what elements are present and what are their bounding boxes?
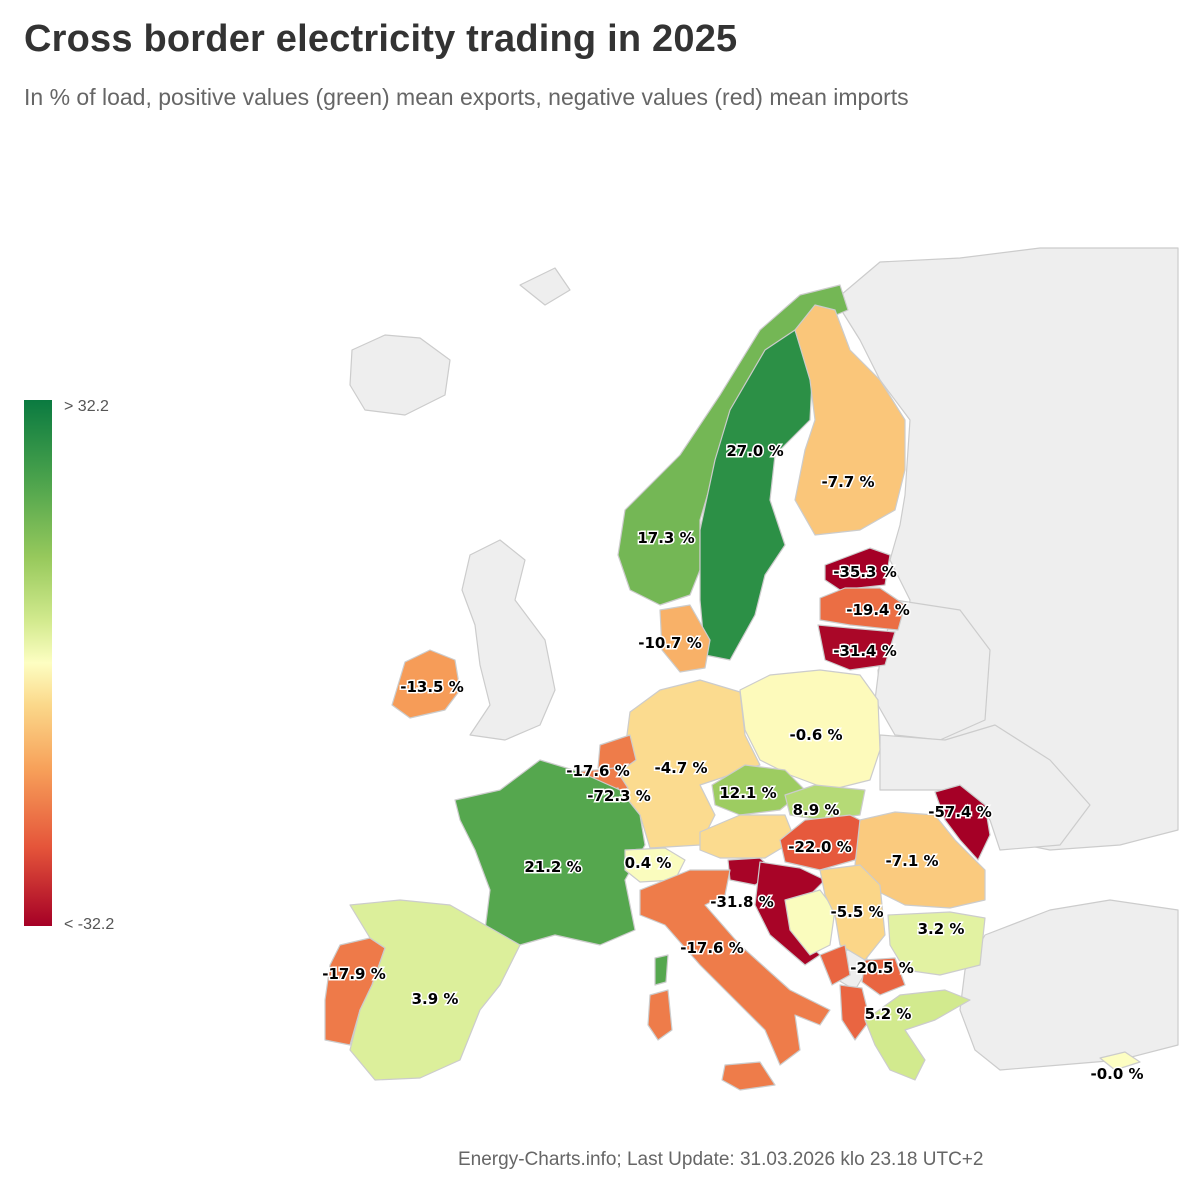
region-ukraine <box>879 724 1091 851</box>
label-slovenia: -31.8 % <box>710 893 774 911</box>
label-finland: -7.7 % <box>821 473 874 491</box>
label-bulgaria: 3.2 % <box>918 920 965 938</box>
source-footer: Energy-Charts.info; Last Update: 31.03.2… <box>458 1149 984 1170</box>
label-italy: -17.6 % <box>680 939 744 957</box>
region-turkey <box>959 899 1179 1071</box>
label-czechia: 12.1 % <box>719 784 776 802</box>
label-portugal: -17.9 % <box>322 965 386 983</box>
legend-max-label: > 32.2 <box>64 398 109 415</box>
label-serbia: -5.5 % <box>830 903 883 921</box>
label-luxembourg: -72.3 % <box>587 787 651 805</box>
label-lithuania: -31.4 % <box>833 642 897 660</box>
country-france <box>454 759 646 946</box>
label-slovakia: 8.9 % <box>793 801 840 819</box>
country-montenegro <box>819 944 851 986</box>
label-belgium: -17.6 % <box>566 762 630 780</box>
country-sweden <box>699 329 813 661</box>
country-netherlands <box>597 734 637 776</box>
label-germany: -4.7 % <box>654 759 707 777</box>
region-iceland <box>349 334 451 416</box>
legend-min-label: < -32.2 <box>64 916 115 933</box>
country-estonia <box>824 547 891 591</box>
page-subtitle: In % of load, positive values (green) me… <box>24 84 909 110</box>
country-north-macedonia <box>861 957 906 996</box>
label-sweden: 27.0 % <box>726 442 783 460</box>
label-latvia: -19.4 % <box>846 601 910 619</box>
country-corsica <box>654 954 669 986</box>
country-austria <box>699 814 796 859</box>
country-finland <box>794 304 906 536</box>
label-hungary: -22.0 % <box>788 838 852 856</box>
label-greece: 5.2 % <box>865 1005 912 1023</box>
label-spain: 3.9 % <box>412 990 459 1008</box>
label-switzerland: 0.4 % <box>625 854 672 872</box>
country-ireland <box>391 649 461 719</box>
label-ireland: -13.5 % <box>400 678 464 696</box>
country-sicily <box>721 1061 776 1091</box>
region-svalbard <box>519 267 571 306</box>
country-cyprus <box>1099 1051 1141 1071</box>
region-uk <box>461 539 556 741</box>
country-slovakia <box>784 784 866 821</box>
label-north-macedonia: -20.5 % <box>850 959 914 977</box>
country-spain <box>349 899 521 1081</box>
page-title: Cross border electricity trading in 2025 <box>24 18 738 60</box>
label-moldova: -57.4 % <box>928 803 992 821</box>
country-lithuania <box>817 624 896 671</box>
country-denmark <box>659 604 711 673</box>
label-denmark: -10.7 % <box>638 634 702 652</box>
country-albania <box>839 984 871 1041</box>
country-bosnia <box>784 889 836 956</box>
country-greece <box>864 989 971 1081</box>
country-moldova <box>934 784 991 861</box>
country-sardinia <box>647 989 673 1041</box>
country-bulgaria <box>887 911 986 976</box>
country-poland <box>739 669 881 791</box>
label-poland: -0.6 % <box>789 726 842 744</box>
label-estonia: -35.3 % <box>833 563 897 581</box>
color-scale-legend <box>24 400 52 926</box>
country-italy <box>639 869 831 1066</box>
label-france: 21.2 % <box>524 858 581 876</box>
label-cyprus: -0.0 % <box>1090 1065 1143 1083</box>
label-romania: -7.1 % <box>885 852 938 870</box>
label-norway: 17.3 % <box>637 529 694 547</box>
country-latvia <box>819 587 906 631</box>
